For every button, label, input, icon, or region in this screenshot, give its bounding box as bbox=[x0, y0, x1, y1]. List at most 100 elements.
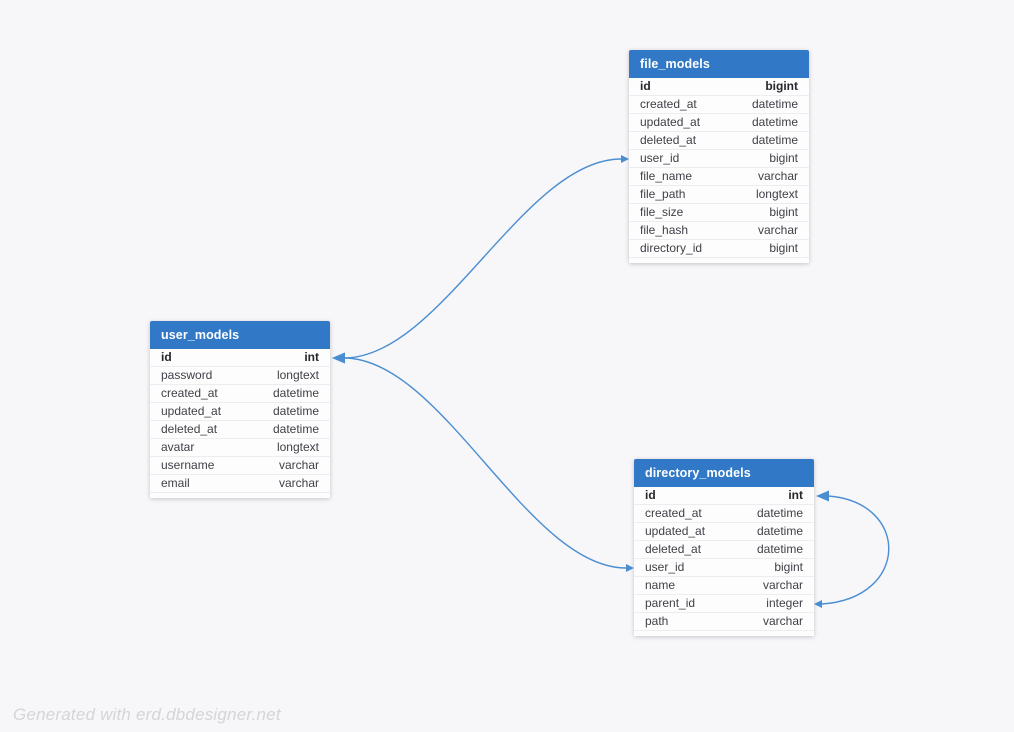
field-type: bigint bbox=[769, 205, 798, 219]
field-row-file_hash[interactable]: file_hash varchar bbox=[629, 222, 809, 240]
table-user_models[interactable]: user_models id int password longtext cre… bbox=[150, 321, 330, 498]
field-row-updated_at[interactable]: updated_at datetime bbox=[150, 403, 330, 421]
field-row-deleted_at[interactable]: deleted_at datetime bbox=[629, 132, 809, 150]
field-row-file_name[interactable]: file_name varchar bbox=[629, 168, 809, 186]
table-header[interactable]: file_models bbox=[629, 50, 809, 78]
field-row-id[interactable]: id int bbox=[150, 349, 330, 367]
field-row-created_at[interactable]: created_at datetime bbox=[629, 96, 809, 114]
field-name: created_at bbox=[645, 506, 702, 520]
field-type: datetime bbox=[756, 506, 803, 520]
field-type: bigint bbox=[769, 151, 798, 165]
field-row-password[interactable]: password longtext bbox=[150, 367, 330, 385]
field-row-id[interactable]: id bigint bbox=[629, 78, 809, 96]
field-row-user_id[interactable]: user_id bigint bbox=[634, 559, 814, 577]
relation-line-directory_models-parent_id[interactable] bbox=[821, 495, 890, 605]
field-type: datetime bbox=[272, 404, 319, 418]
field-name: parent_id bbox=[645, 596, 696, 610]
field-name: user_id bbox=[645, 560, 685, 574]
field-row-updated_at[interactable]: updated_at datetime bbox=[634, 523, 814, 541]
field-type: datetime bbox=[751, 115, 798, 129]
field-name: email bbox=[161, 476, 190, 490]
field-type: longtext bbox=[276, 440, 319, 454]
field-type: datetime bbox=[751, 133, 798, 147]
field-row-avatar[interactable]: avatar longtext bbox=[150, 439, 330, 457]
field-name: password bbox=[161, 368, 213, 382]
field-type: varchar bbox=[757, 169, 798, 183]
field-row-username[interactable]: username varchar bbox=[150, 457, 330, 475]
field-type: datetime bbox=[756, 542, 803, 556]
field-type: bigint bbox=[769, 241, 798, 255]
fk-arrowhead bbox=[626, 564, 634, 572]
field-name: created_at bbox=[161, 386, 218, 400]
field-type: varchar bbox=[762, 578, 803, 592]
field-type: varchar bbox=[757, 223, 798, 237]
field-row-user_id[interactable]: user_id bigint bbox=[629, 150, 809, 168]
table-directory_models[interactable]: directory_models id int created_at datet… bbox=[634, 459, 814, 636]
field-row-deleted_at[interactable]: deleted_at datetime bbox=[150, 421, 330, 439]
relation-line-directory_models-user_id[interactable] bbox=[343, 357, 627, 569]
field-name: deleted_at bbox=[640, 133, 697, 147]
fk-arrowhead bbox=[621, 155, 629, 163]
field-type: bigint bbox=[765, 79, 798, 93]
field-name: deleted_at bbox=[161, 422, 218, 436]
field-row-deleted_at[interactable]: deleted_at datetime bbox=[634, 541, 814, 559]
table-body: id bigint created_at datetime updated_at… bbox=[629, 78, 809, 263]
field-name: id bbox=[645, 488, 656, 502]
table-title: user_models bbox=[161, 328, 240, 342]
pk-arrowhead bbox=[816, 490, 829, 502]
pk-arrowhead bbox=[332, 352, 345, 364]
field-name: path bbox=[645, 614, 669, 628]
field-row-created_at[interactable]: created_at datetime bbox=[150, 385, 330, 403]
watermark: Generated with erd.dbdesigner.net bbox=[13, 705, 281, 724]
field-type: int bbox=[304, 350, 319, 364]
table-title: directory_models bbox=[645, 466, 751, 480]
pk-arrowhead bbox=[332, 352, 345, 364]
field-name: updated_at bbox=[161, 404, 222, 418]
table-file_models[interactable]: file_models id bigint created_at datetim… bbox=[629, 50, 809, 263]
field-type: integer bbox=[766, 596, 803, 610]
field-type: datetime bbox=[272, 422, 319, 436]
relation-line-file_models-user_id[interactable] bbox=[343, 158, 622, 359]
field-row-id[interactable]: id int bbox=[634, 487, 814, 505]
field-row-file_size[interactable]: file_size bigint bbox=[629, 204, 809, 222]
field-name: name bbox=[645, 578, 676, 592]
field-name: file_size bbox=[640, 205, 684, 219]
table-header[interactable]: directory_models bbox=[634, 459, 814, 487]
field-name: file_path bbox=[640, 187, 686, 201]
field-row-name[interactable]: name varchar bbox=[634, 577, 814, 595]
field-row-path[interactable]: path varchar bbox=[634, 613, 814, 631]
field-type: varchar bbox=[278, 476, 319, 490]
field-type: bigint bbox=[774, 560, 803, 574]
field-row-directory_id[interactable]: directory_id bigint bbox=[629, 240, 809, 258]
field-row-file_path[interactable]: file_path longtext bbox=[629, 186, 809, 204]
field-type: datetime bbox=[756, 524, 803, 538]
field-name: created_at bbox=[640, 97, 697, 111]
field-row-updated_at[interactable]: updated_at datetime bbox=[629, 114, 809, 132]
field-type: longtext bbox=[276, 368, 319, 382]
field-name: updated_at bbox=[640, 115, 701, 129]
field-type: datetime bbox=[272, 386, 319, 400]
field-name: username bbox=[161, 458, 215, 472]
field-type: varchar bbox=[278, 458, 319, 472]
table-header[interactable]: user_models bbox=[150, 321, 330, 349]
field-row-email[interactable]: email varchar bbox=[150, 475, 330, 493]
field-name: deleted_at bbox=[645, 542, 702, 556]
field-name: file_hash bbox=[640, 223, 689, 237]
table-body: id int created_at datetime updated_at da… bbox=[634, 487, 814, 636]
field-type: datetime bbox=[751, 97, 798, 111]
field-type: longtext bbox=[755, 187, 798, 201]
field-row-created_at[interactable]: created_at datetime bbox=[634, 505, 814, 523]
field-name: updated_at bbox=[645, 524, 706, 538]
field-name: id bbox=[640, 79, 651, 93]
field-type: int bbox=[788, 488, 803, 502]
field-type: varchar bbox=[762, 614, 803, 628]
fk-arrowhead bbox=[814, 600, 822, 608]
table-body: id int password longtext created_at date… bbox=[150, 349, 330, 498]
field-name: id bbox=[161, 350, 172, 364]
field-name: file_name bbox=[640, 169, 693, 183]
field-name: avatar bbox=[161, 440, 195, 454]
table-title: file_models bbox=[640, 57, 710, 71]
field-row-parent_id[interactable]: parent_id integer bbox=[634, 595, 814, 613]
field-name: directory_id bbox=[640, 241, 703, 255]
